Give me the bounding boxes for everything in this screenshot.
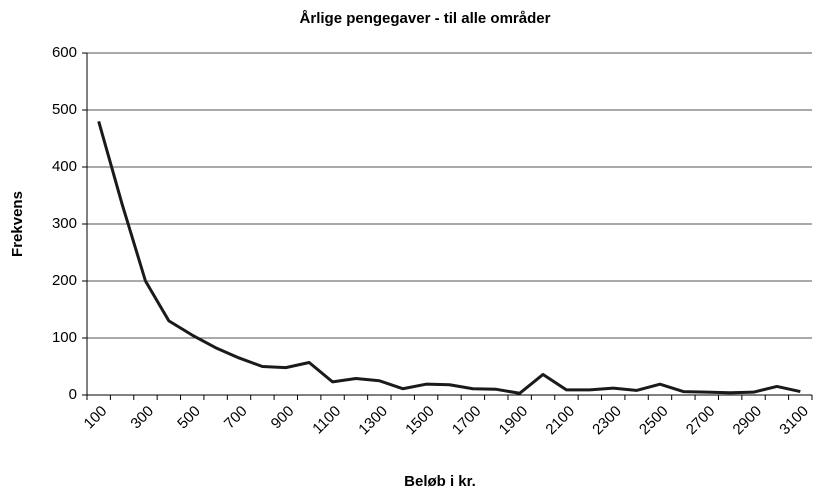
- x-tick-label: 1700: [449, 403, 485, 439]
- x-tick-label: 2900: [730, 403, 766, 439]
- data-line: [97, 120, 801, 395]
- x-tick-label: 500: [174, 403, 204, 433]
- x-tick-label: 1500: [402, 403, 438, 439]
- x-tick-label: 1100: [309, 403, 344, 438]
- y-tick-label: 200: [52, 272, 77, 289]
- x-tick-label: 300: [127, 403, 157, 433]
- y-tick-label: 600: [52, 44, 77, 61]
- x-axis-label: Beløb i kr.: [404, 473, 476, 490]
- x-tick-label: 100: [81, 403, 111, 433]
- x-tick-label: 2500: [636, 403, 672, 439]
- x-tick-label: 1900: [496, 403, 532, 439]
- x-tick-label: 2300: [589, 403, 625, 439]
- x-tick-label: 700: [221, 403, 251, 433]
- x-tick-label: 2700: [683, 403, 719, 439]
- x-tick-label: 2100: [542, 403, 578, 439]
- y-tick-label: 400: [52, 158, 77, 175]
- y-axis-label: Frekvens: [9, 191, 26, 257]
- y-tick-label: 0: [69, 386, 77, 403]
- x-tick-label: 900: [268, 403, 298, 433]
- y-tick-label: 300: [52, 215, 77, 232]
- y-tick-label: 100: [52, 329, 77, 346]
- x-tick-label: 3100: [776, 403, 812, 439]
- x-tick-label: 1300: [355, 403, 391, 439]
- y-tick-label: 500: [52, 101, 77, 118]
- chart-title: Årlige pengegaver - til alle områder: [300, 10, 551, 27]
